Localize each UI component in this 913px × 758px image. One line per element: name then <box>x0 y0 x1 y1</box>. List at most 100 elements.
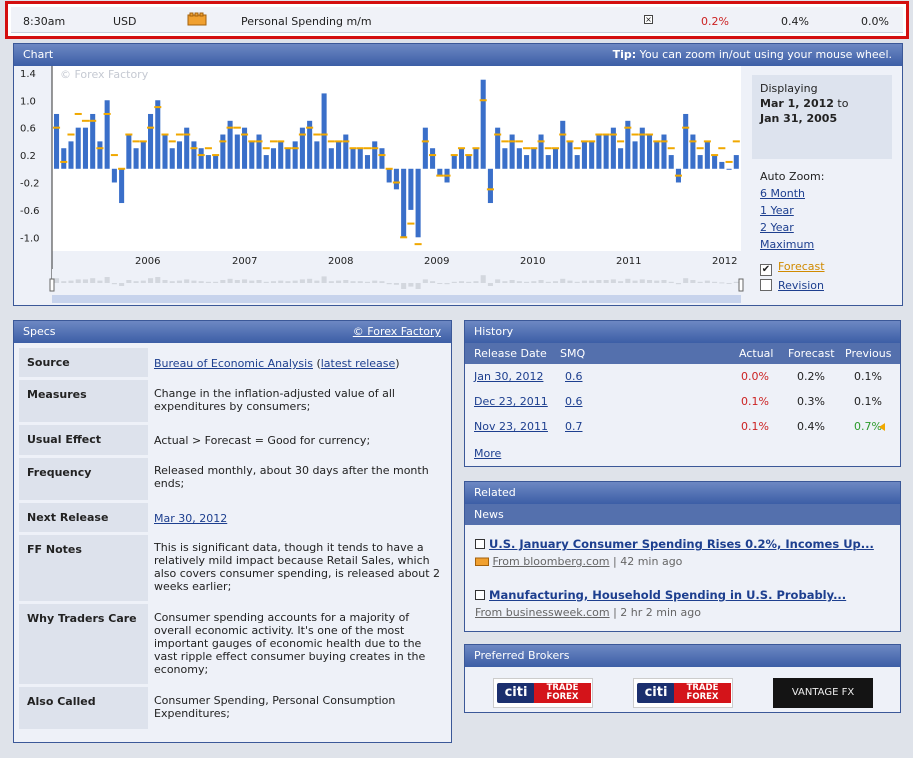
news-item[interactable]: Manufacturing, Household Spending in U.S… <box>475 588 847 619</box>
forecast-mark <box>638 133 646 136</box>
forecast-mark <box>335 140 343 143</box>
actual-bar <box>596 134 602 169</box>
forecast-checkbox[interactable]: ✔ <box>760 264 772 276</box>
spec-label: Also Called <box>19 687 148 729</box>
news-title-link[interactable]: U.S. January Consumer Spending Rises 0.2… <box>489 537 874 551</box>
news-meta: From businessweek.com | 2 hr 2 min ago <box>475 606 701 619</box>
zoom-2-year-link[interactable]: 2 Year <box>760 221 794 234</box>
zoom-maximum-link[interactable]: Maximum <box>760 238 815 251</box>
navigator-bar <box>90 278 96 283</box>
event-row[interactable]: 8:30am USD Personal Spending m/m × 0.2% … <box>5 1 909 39</box>
range-start: Mar 1, 2012 <box>760 97 834 110</box>
actual-bar <box>227 120 233 169</box>
forecast-mark <box>732 140 740 143</box>
forecast-mark <box>494 133 502 136</box>
history-smq-link[interactable]: 0.6 <box>565 395 583 408</box>
navigator-bar <box>625 278 631 283</box>
navigator-bar <box>104 277 110 283</box>
broker-citi-logo[interactable]: citi TRADE FOREX <box>633 678 733 708</box>
actual-bar <box>126 134 132 169</box>
navigator-bar <box>408 283 414 287</box>
forecast-link[interactable]: Forecast <box>778 260 825 273</box>
forecast-mark <box>429 154 437 157</box>
forecast-mark <box>277 140 285 143</box>
news-item[interactable]: U.S. January Consumer Spending Rises 0.2… <box>475 537 874 568</box>
news-label: News <box>474 508 504 521</box>
actual-bar <box>451 155 457 169</box>
navigator-bar <box>292 280 298 283</box>
detail-icon[interactable]: × <box>644 15 653 24</box>
actual-bar <box>502 148 508 169</box>
forecast-mark <box>703 140 711 143</box>
forecast-mark <box>241 133 249 136</box>
navigator-bar <box>133 281 139 283</box>
history-more-link[interactable]: More <box>474 447 502 460</box>
chart-title: Chart <box>23 48 54 61</box>
actual-bar <box>480 79 486 169</box>
x-tick-label: 2011 <box>616 256 641 267</box>
forecast-mark <box>653 140 661 143</box>
forecast-mark <box>407 222 415 225</box>
forecast-toggle[interactable]: ✔ Forecast <box>760 260 825 276</box>
broker-citi-logo[interactable]: citi TRADE FOREX <box>493 678 593 708</box>
forecast-mark <box>530 147 538 150</box>
history-previous: 0.1% <box>854 395 882 408</box>
navigator-bar <box>68 280 74 283</box>
forecast-mark <box>204 147 212 150</box>
news-source-link[interactable]: From bloomberg.com <box>492 555 610 568</box>
revision-checkbox[interactable] <box>760 279 772 291</box>
chart-plot[interactable]: 1.4 1.0 0.6 0.2 -0.2 -0.6 -1.0 © Forex Factory 2… <box>14 66 744 306</box>
history-date-link[interactable]: Jan 30, 2012 <box>474 370 544 383</box>
actual-bar <box>625 120 631 169</box>
navigator-bar <box>386 283 392 285</box>
specs-copyright-link[interactable]: © Forex Factory <box>352 325 441 338</box>
auto-zoom: Auto Zoom: 6 Month 1 Year 2 Year Maximum <box>760 168 824 253</box>
forecast-mark <box>566 140 574 143</box>
actual-bar <box>415 168 421 238</box>
navigator-bar <box>610 279 616 283</box>
source-link[interactable]: Bureau of Economic Analysis <box>154 357 313 370</box>
forecast-mark <box>718 147 726 150</box>
navigator-bar <box>299 279 305 283</box>
history-forecast: 0.2% <box>797 370 825 383</box>
spec-value: Consumer Spending, Personal Consumption … <box>154 694 396 720</box>
forecast-mark <box>262 147 270 150</box>
zoom-1-year-link[interactable]: 1 Year <box>760 204 794 217</box>
history-smq-link[interactable]: 0.7 <box>565 420 583 433</box>
next-release-link[interactable]: Mar 30, 2012 <box>154 512 228 525</box>
navigator-bar <box>690 280 696 283</box>
actual-bar <box>646 134 653 169</box>
spec-row-ff-notes: FF Notes This is significant data, thoug… <box>19 535 444 601</box>
navigator-bar <box>697 281 703 283</box>
related-header: Related <box>465 482 900 504</box>
history-date-link[interactable]: Nov 23, 2011 <box>474 420 548 433</box>
forecast-mark <box>175 133 183 136</box>
forecast-mark <box>110 154 118 157</box>
spec-label: Usual Effect <box>19 425 148 455</box>
forecast-mark <box>255 140 263 143</box>
history-date-link[interactable]: Dec 23, 2011 <box>474 395 548 408</box>
spec-label: Measures <box>19 380 148 422</box>
navigator-bar <box>581 280 587 283</box>
forecast-mark <box>689 140 697 143</box>
actual-bar <box>422 127 428 169</box>
zoom-6-month-link[interactable]: 6 Month <box>760 187 805 200</box>
navigator-bar <box>97 280 103 283</box>
broker-vantage-logo[interactable]: VANTAGE FX <box>773 678 873 708</box>
actual-bar <box>603 134 609 169</box>
spec-value: Consumer spending accounts for a majorit… <box>154 611 426 676</box>
forecast-mark <box>501 140 509 143</box>
history-smq-link[interactable]: 0.6 <box>565 370 583 383</box>
news-title-link[interactable]: Manufacturing, Household Spending in U.S… <box>489 588 847 602</box>
x-tick-label: 2009 <box>424 256 449 267</box>
revision-toggle[interactable]: Revision <box>760 279 824 292</box>
history-actual: 0.1% <box>741 395 769 408</box>
news-source-link[interactable]: From businessweek.com <box>475 606 610 619</box>
actual-bar <box>408 168 414 210</box>
actual-bar <box>111 168 117 183</box>
latest-release-link[interactable]: latest release <box>320 357 396 370</box>
spec-value: This is significant data, though it tend… <box>154 541 441 593</box>
actual-bar <box>292 141 298 169</box>
forecast-mark <box>132 140 140 143</box>
revision-link[interactable]: Revision <box>778 279 824 292</box>
